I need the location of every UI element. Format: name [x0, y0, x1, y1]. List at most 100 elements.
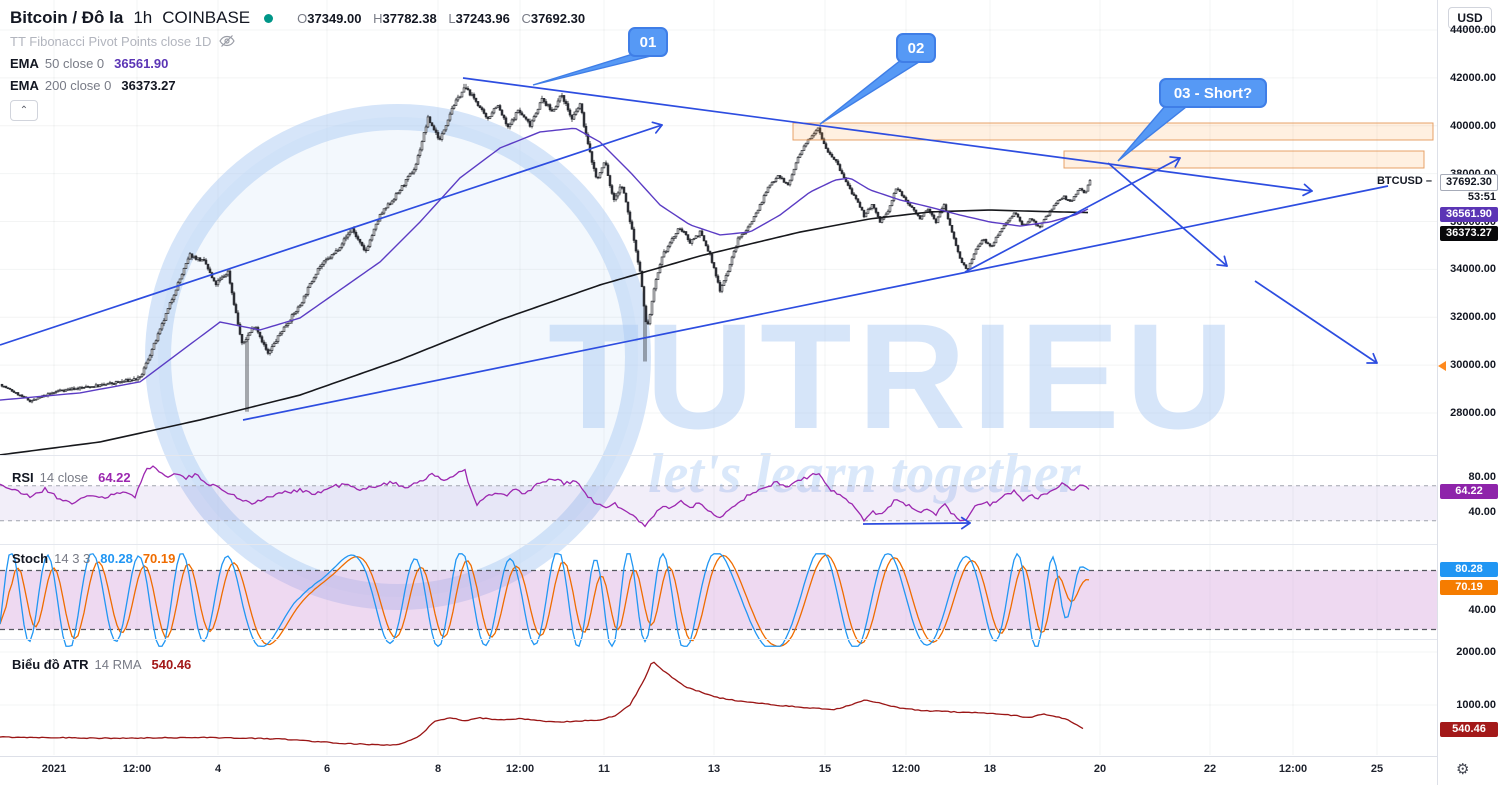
last-price-chip: 37692.30 — [1440, 174, 1498, 191]
ema50-title[interactable]: EMA — [10, 56, 39, 71]
price-tick: 28000.00 — [1450, 406, 1496, 420]
time-tick: 8 — [435, 763, 441, 775]
time-tick: 12:00 — [1279, 763, 1307, 775]
rsi-tick: 80.00 — [1468, 470, 1496, 484]
ema200-params: 200 close 0 — [45, 78, 112, 93]
rsi-value: 64.22 — [98, 470, 131, 485]
fibonacci-indicator-row[interactable]: TT Fibonacci Pivot Points close 1D — [10, 30, 585, 52]
gear-icon[interactable]: ⚙ — [1456, 760, 1469, 778]
symbol-row[interactable]: Bitcoin / Đô la 1h COINBASE O37349.00 H3… — [10, 6, 585, 30]
price-tick: 40000.00 — [1450, 119, 1496, 133]
price-tick: 34000.00 — [1450, 262, 1496, 276]
open-label: O — [297, 11, 307, 26]
time-tick: 6 — [324, 763, 330, 775]
callout-02[interactable]: 02 — [896, 33, 936, 63]
pane-separator-rsi[interactable] — [0, 455, 1437, 456]
trend-line[interactable] — [1108, 163, 1227, 266]
stoch-legend-row[interactable]: Stoch 14 3 3 80.28 70.19 — [12, 551, 175, 566]
main-legend: Bitcoin / Đô la 1h COINBASE O37349.00 H3… — [10, 6, 585, 121]
ema50-value: 36561.90 — [114, 56, 168, 71]
price-tick: 42000.00 — [1450, 71, 1496, 85]
high-label: H — [373, 11, 382, 26]
ema200-indicator-row[interactable]: EMA 200 close 0 36373.27 — [10, 74, 585, 96]
atr-params: 14 RMA — [95, 657, 142, 672]
time-tick: 20 — [1094, 763, 1106, 775]
price-tick: 32000.00 — [1450, 310, 1496, 324]
trend-line[interactable] — [863, 523, 970, 524]
stoch-d-axis-chip: 70.19 — [1440, 580, 1498, 595]
atr-axis-chip: 540.46 — [1440, 722, 1498, 737]
callout-03-short[interactable]: 03 - Short? — [1159, 78, 1267, 108]
ema200-title[interactable]: EMA — [10, 78, 39, 93]
rsi-tick: 40.00 — [1468, 505, 1496, 519]
atr-line — [0, 662, 1083, 745]
time-tick: 12:00 — [892, 763, 920, 775]
atr-legend-row[interactable]: Biểu đồ ATR 14 RMA 540.46 — [12, 657, 191, 672]
stoch-k-axis-chip: 80.28 — [1440, 562, 1498, 577]
price-tick: 44000.00 — [1450, 23, 1496, 37]
pane-separator-atr[interactable] — [0, 639, 1437, 640]
supply-zones — [793, 123, 1433, 168]
open-value: 37349.00 — [307, 11, 361, 26]
ema50-axis-chip: 36561.90 — [1440, 207, 1498, 222]
atr-title[interactable]: Biểu đồ ATR — [12, 657, 89, 672]
rsi-params: 14 close — [40, 470, 88, 485]
callout-tail — [820, 60, 919, 124]
pane-separator-stoch[interactable] — [0, 544, 1437, 545]
time-tick: 25 — [1371, 763, 1383, 775]
time-tick: 18 — [984, 763, 996, 775]
eye-hidden-icon[interactable] — [219, 34, 235, 48]
watermark-title: TUTRIEU — [548, 292, 1240, 460]
close-label: C — [521, 11, 530, 26]
atr-pane — [0, 662, 1083, 745]
legend-collapse-button[interactable]: ⌃ — [10, 100, 38, 121]
time-axis[interactable]: 2021 12:00 4 6 8 12:00 11 13 15 12:00 18 20 22 12:00 2… — [0, 756, 1437, 786]
trend-line[interactable] — [1255, 281, 1377, 363]
rsi-legend-row[interactable]: RSI 14 close 64.22 — [12, 470, 131, 485]
ema50-indicator-row[interactable]: EMA 50 close 0 36561.90 — [10, 52, 585, 74]
time-tick: 4 — [215, 763, 221, 775]
high-value: 37782.38 — [383, 11, 437, 26]
time-tick: 12:00 — [506, 763, 534, 775]
rsi-title[interactable]: RSI — [12, 470, 34, 485]
stoch-title[interactable]: Stoch — [12, 551, 48, 566]
time-tick: 13 — [708, 763, 720, 775]
market-status-dot — [264, 14, 273, 23]
supply-zone[interactable] — [793, 123, 1433, 140]
time-tick: 2021 — [42, 763, 66, 775]
price-line-symbol-tag: BTCUSD – — [1377, 175, 1432, 187]
ema200-axis-chip: 36373.27 — [1440, 226, 1498, 241]
rsi-axis-chip: 64.22 — [1440, 484, 1498, 499]
fibonacci-indicator-title[interactable]: TT Fibonacci Pivot Points close 1D — [10, 34, 211, 49]
ema50-params: 50 close 0 — [45, 56, 104, 71]
ema200-value: 36373.27 — [121, 78, 175, 93]
callout-tails — [533, 54, 1186, 161]
price-axis[interactable]: USD 44000.0042000.0040000.0038000.003600… — [1437, 0, 1500, 785]
atr-value: 540.46 — [152, 657, 192, 672]
stoch-d-value: 70.19 — [143, 551, 176, 566]
close-value: 37692.30 — [531, 11, 585, 26]
atr-tick: 1000.00 — [1456, 698, 1496, 712]
exchange-label[interactable]: COINBASE — [162, 8, 250, 28]
interval-label[interactable]: 1h — [133, 8, 152, 28]
low-label: L — [448, 11, 455, 26]
bar-countdown: 53:51 — [1468, 191, 1496, 203]
time-tick: 11 — [598, 763, 610, 775]
ohlc-values: O37349.00 H37782.38 L37243.96 C37692.30 — [289, 11, 585, 26]
time-tick: 22 — [1204, 763, 1216, 775]
alert-marker-icon[interactable] — [1438, 361, 1446, 371]
time-tick: 12:00 — [123, 763, 151, 775]
time-tick: 15 — [819, 763, 831, 775]
price-tick: 30000.00 — [1450, 358, 1496, 372]
indicator-bands — [0, 486, 1437, 630]
stoch-tick: 40.00 — [1468, 603, 1496, 617]
low-value: 37243.96 — [456, 11, 510, 26]
callout-01[interactable]: 01 — [628, 27, 668, 57]
symbol-title[interactable]: Bitcoin / Đô la — [10, 8, 123, 28]
stoch-params: 14 3 3 — [54, 551, 90, 566]
atr-tick: 2000.00 — [1456, 645, 1496, 659]
stoch-k-value: 80.28 — [100, 551, 133, 566]
trend-line[interactable] — [965, 158, 1180, 272]
